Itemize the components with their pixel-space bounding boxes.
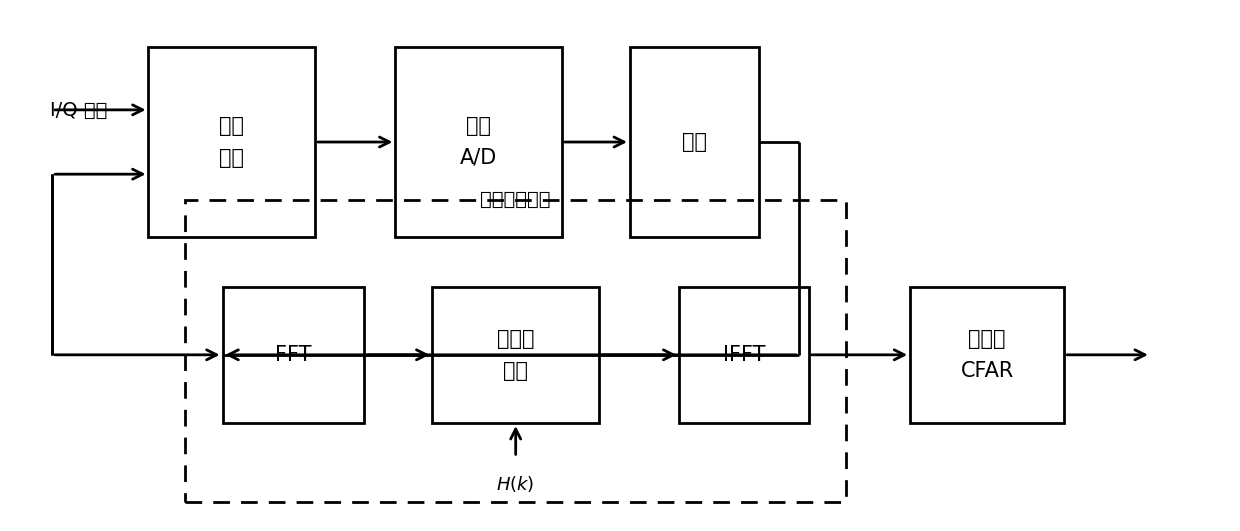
Text: IFFT: IFFT: [723, 345, 765, 365]
Text: 乘法器: 乘法器: [497, 329, 534, 349]
Text: $H(k)$: $H(k)$: [496, 474, 534, 494]
Bar: [186, 200, 846, 502]
Bar: [433, 287, 599, 423]
Text: A/D: A/D: [460, 148, 497, 168]
Text: 采样: 采样: [219, 148, 244, 168]
Bar: [630, 47, 759, 237]
Bar: [680, 287, 808, 423]
Text: 复数: 复数: [503, 361, 528, 381]
Text: I/Q 信号: I/Q 信号: [50, 101, 107, 120]
Bar: [222, 287, 365, 423]
Text: FFT: FFT: [275, 345, 311, 365]
Text: 转换: 转换: [466, 116, 491, 136]
Text: 存储: 存储: [682, 132, 707, 152]
Bar: [396, 47, 562, 237]
Text: 检测器: 检测器: [968, 329, 1006, 349]
Text: 频域脉冲压缩: 频域脉冲压缩: [480, 190, 551, 209]
Text: CFAR: CFAR: [961, 361, 1014, 381]
Text: 保持: 保持: [219, 116, 244, 136]
Bar: [910, 287, 1064, 423]
Bar: [149, 47, 315, 237]
